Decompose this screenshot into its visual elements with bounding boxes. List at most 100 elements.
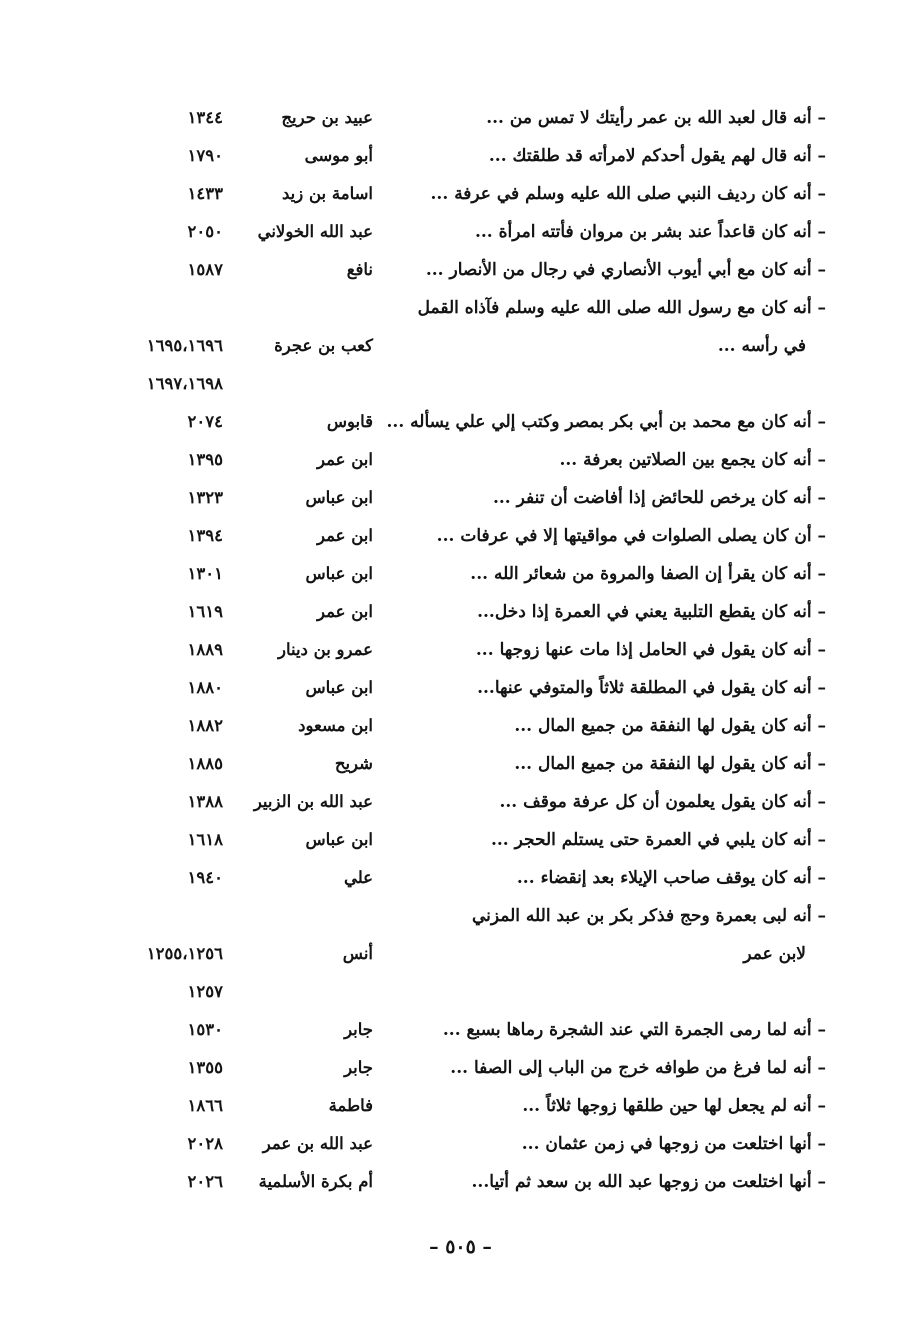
hadith-text: في رأسه ... [717, 336, 806, 356]
hadith-text: – أنه كان يجمع بين الصلاتين بعرفة ... [559, 450, 826, 470]
narrator-name: أبو موسى [304, 146, 373, 165]
narrator-name: كعب بن عجرة [274, 336, 373, 355]
index-row: – أنه كان يقول في المطلقة ثلاثاً والمتوف… [0, 673, 921, 711]
narrator-name: قابوس [326, 412, 373, 431]
hadith-text: – أنه لم يجعل لها حين طلقها زوجها ثلاثاً… [522, 1096, 826, 1116]
hadith-text: – أنه كان يقول لها النفقة من جميع المال … [514, 754, 826, 774]
index-row: – أنه لما رمى الجمرة التي عند الشجرة رما… [0, 1015, 921, 1053]
hadith-text: – أنه كان يقول في الحامل إذا مات عنها زو… [475, 640, 826, 660]
narrator-name: عبد الله بن عمر [262, 1134, 373, 1153]
narrator-name: عبيد بن حريج [281, 108, 373, 127]
hadith-text: – أنه كان يرخص للحائض إذا أفاضت أن تنفر … [492, 488, 826, 508]
hadith-text: – أنه كان يقرأ إن الصفا والمروة من شعائر… [470, 564, 826, 584]
index-row: – أنه كان يقول لها النفقة من جميع المال … [0, 749, 921, 787]
hadith-number: ١٦١٨ [187, 830, 223, 849]
index-row: – أنه كان يوقف صاحب الإيلاء بعد إنقضاء .… [0, 863, 921, 901]
hadith-text: – أنه كان يوقف صاحب الإيلاء بعد إنقضاء .… [516, 868, 826, 888]
narrator-name: جابر [344, 1058, 373, 1077]
hadith-text: – أنها اختلعت من زوجها عبد الله بن سعد ث… [471, 1172, 826, 1192]
page-number: – ٥٠٥ – [429, 1236, 492, 1258]
hadith-number: ١٨٨٥ [187, 754, 223, 773]
index-row: – أنه قال لهم يقول أحدكم لامرأته قد طلقت… [0, 141, 921, 179]
narrator-name: اسامة بن زيد [282, 184, 373, 203]
index-row: – أنه كان يقول لها النفقة من جميع المال … [0, 711, 921, 749]
index-row: – أنه كان يلبي في العمرة حتى يستلم الحجر… [0, 825, 921, 863]
hadith-text: – أنه كان قاعداً عند بشر بن مروان فأتته … [474, 222, 826, 242]
hadith-number: ٢٠٢٦ [187, 1172, 223, 1191]
hadith-text: – أنه كان يلبي في العمرة حتى يستلم الحجر… [490, 830, 826, 850]
index-row: – أنها اختلعت من زوجها في زمن عثمان ... ع… [0, 1129, 921, 1167]
narrator-name: ابن عمر [317, 526, 373, 545]
narrator-name: نافع [346, 260, 373, 279]
hadith-number: ١٣٥٥ [187, 1058, 223, 1077]
hadith-number: ١٨٨٠ [187, 678, 223, 697]
hadith-number: ١٣٠١ [187, 564, 223, 583]
index-row: ١٦٩٧،١٦٩٨ [0, 369, 921, 407]
hadith-number: ٢٠٢٨ [187, 1134, 223, 1153]
index-row: – أنه كان رديف النبي صلى الله عليه وسلم … [0, 179, 921, 217]
hadith-number: ١٦٩٥،١٦٩٦ [146, 336, 223, 355]
hadith-number: ١٨٨٢ [187, 716, 223, 735]
hadith-number: ١٥٣٠ [187, 1020, 223, 1039]
narrator-name: عبد الله الخولاني [257, 222, 373, 241]
hadith-text: – أنه كان مع رسول الله صلى الله عليه وسل… [417, 298, 826, 318]
narrator-name: أم بكرة الأسلمية [258, 1172, 373, 1191]
index-row: – أنه لبى بعمرة وحج فذكر بكر بن عبد الله… [0, 901, 921, 939]
index-row: – أنها اختلعت من زوجها عبد الله بن سعد ث… [0, 1167, 921, 1205]
hadith-number: ١٤٣٣ [187, 184, 223, 203]
hadith-number: ١٢٥٥،١٢٥٦ [146, 944, 223, 963]
hadith-number: ١٣٩٤ [187, 526, 223, 545]
hadith-number: ١٣٨٨ [187, 792, 223, 811]
hadith-number: ١٢٥٧ [187, 982, 223, 1001]
hadith-number: ١٣٩٥ [187, 450, 223, 469]
narrator-name: ابن عباس [305, 564, 373, 583]
narrator-name: عبد الله بن الزبير [253, 792, 373, 811]
narrator-name: ابن عباس [305, 830, 373, 849]
hadith-text: – أنه كان يقول يعلمون أن كل عرفة موقف ..… [499, 792, 826, 812]
index-row: – أن كان يصلى الصلوات في مواقيتها إلا في… [0, 521, 921, 559]
hadith-number: ١٨٨٩ [187, 640, 223, 659]
index-row: – أنه لم يجعل لها حين طلقها زوجها ثلاثاً… [0, 1091, 921, 1129]
index-row: – أنه كان يقول يعلمون أن كل عرفة موقف ..… [0, 787, 921, 825]
hadith-text: – أنه قال لعبد الله بن عمر رأيتك لا تمس … [486, 108, 826, 128]
hadith-text: – أنه كان مع محمد بن أبي بكر بمصر وكتب إ… [386, 412, 827, 432]
hadith-text: – أنه لبى بعمرة وحج فذكر بكر بن عبد الله… [471, 906, 826, 926]
hadith-text: لابن عمر [743, 944, 806, 964]
hadith-number: ١٣٢٣ [187, 488, 223, 507]
hadith-number: ٢٠٧٤ [187, 412, 223, 431]
hadith-text: – أنه لما فرغ من طوافه خرج من الباب إلى … [450, 1058, 826, 1078]
index-row: – أنه قال لعبد الله بن عمر رأيتك لا تمس … [0, 103, 921, 141]
index-row: لابن عمر أنس ١٢٥٥،١٢٥٦ [0, 939, 921, 977]
hadith-text: – أن كان يصلى الصلوات في مواقيتها إلا في… [436, 526, 826, 546]
index-row: ١٢٥٧ [0, 977, 921, 1015]
hadith-text: – أنها اختلعت من زوجها في زمن عثمان ... [521, 1134, 826, 1154]
hadith-number: ١٦١٩ [187, 602, 223, 621]
hadith-number: ٢٠٥٠ [187, 222, 223, 241]
narrator-name: شريح [334, 754, 373, 773]
narrator-name: ابن مسعود [298, 716, 373, 735]
hadith-text: – أنه كان يقطع التلبية يعني في العمرة إذ… [477, 602, 826, 622]
hadith-text: – أنه كان رديف النبي صلى الله عليه وسلم … [430, 184, 826, 204]
narrator-name: ابن عباس [305, 678, 373, 697]
index-row: – أنه كان يجمع بين الصلاتين بعرفة ... ابن… [0, 445, 921, 483]
hadith-number: ١٣٤٤ [187, 108, 223, 127]
index-row: – أنه لما فرغ من طوافه خرج من الباب إلى … [0, 1053, 921, 1091]
index-row: – أنه كان يقطع التلبية يعني في العمرة إذ… [0, 597, 921, 635]
index-row: في رأسه ... كعب بن عجرة ١٦٩٥،١٦٩٦ [0, 331, 921, 369]
hadith-number: ١٦٩٧،١٦٩٨ [146, 374, 223, 393]
hadith-number: ١٨٦٦ [187, 1096, 223, 1115]
hadith-text: – أنه كان يقول في المطلقة ثلاثاً والمتوف… [477, 678, 826, 698]
narrator-name: ابن عمر [317, 450, 373, 469]
hadith-text: – أنه لما رمى الجمرة التي عند الشجرة رما… [442, 1020, 826, 1040]
hadith-number: ١٧٩٠ [187, 146, 223, 165]
index-row: – أنه كان قاعداً عند بشر بن مروان فأتته … [0, 217, 921, 255]
index-row: – أنه كان يقول في الحامل إذا مات عنها زو… [0, 635, 921, 673]
index-row: – أنه كان يرخص للحائض إذا أفاضت أن تنفر … [0, 483, 921, 521]
narrator-name: أنس [342, 944, 373, 963]
narrator-name: ابن عباس [305, 488, 373, 507]
narrator-name: علي [343, 868, 373, 887]
narrator-name: ابن عمر [317, 602, 373, 621]
index-row: – أنه كان مع رسول الله صلى الله عليه وسل… [0, 293, 921, 331]
index-row: – أنه كان مع أبي أيوب الأنصاري في رجال م… [0, 255, 921, 293]
